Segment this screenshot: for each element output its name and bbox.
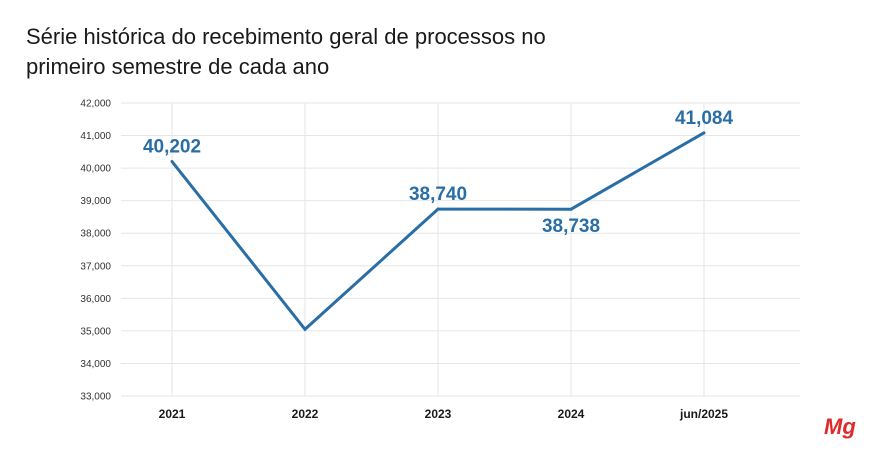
- y-tick-label: 41,000: [80, 131, 111, 142]
- data-label: 40,202: [143, 137, 201, 158]
- x-tick-label: jun/2025: [679, 407, 728, 421]
- y-tick-label: 35,000: [80, 326, 111, 337]
- chart-title: Série histórica do recebimento geral de …: [26, 24, 546, 79]
- y-tick-label: 38,000: [80, 229, 111, 240]
- data-point: [170, 160, 174, 164]
- series-line: [170, 131, 706, 332]
- data-point: [569, 207, 573, 211]
- data-label: 41,084: [675, 108, 734, 129]
- data-label: 38,738: [542, 216, 600, 237]
- logo-icon: Mg: [824, 414, 856, 439]
- y-tick-label: 33,000: [80, 392, 111, 403]
- y-axis-ticks: 33,000 34,000 35,000 36,000 37,000 38,000 39,0…: [80, 99, 111, 403]
- x-tick-label: 2022: [292, 407, 319, 421]
- x-tick-label: 2023: [425, 407, 452, 421]
- data-labels: 40,202 38,740 38,738 41,084: [143, 108, 734, 237]
- logo-text: Mg: [824, 414, 856, 439]
- y-tick-label: 42,000: [80, 99, 111, 110]
- y-tick-label: 37,000: [80, 261, 111, 272]
- y-tick-label: 40,000: [80, 164, 111, 175]
- x-tick-label: 2021: [159, 407, 186, 421]
- y-tick-label: 36,000: [80, 294, 111, 305]
- data-point: [436, 207, 440, 211]
- grid-lines: [121, 102, 800, 397]
- y-tick-label: 34,000: [80, 359, 111, 370]
- x-tick-label: 2024: [558, 407, 585, 421]
- data-point: [702, 131, 706, 135]
- y-tick-label: 39,000: [80, 196, 111, 207]
- x-axis-ticks: 2021 2022 2023 2024 jun/2025: [159, 407, 729, 421]
- data-label: 38,740: [409, 184, 467, 205]
- data-point: [303, 327, 307, 331]
